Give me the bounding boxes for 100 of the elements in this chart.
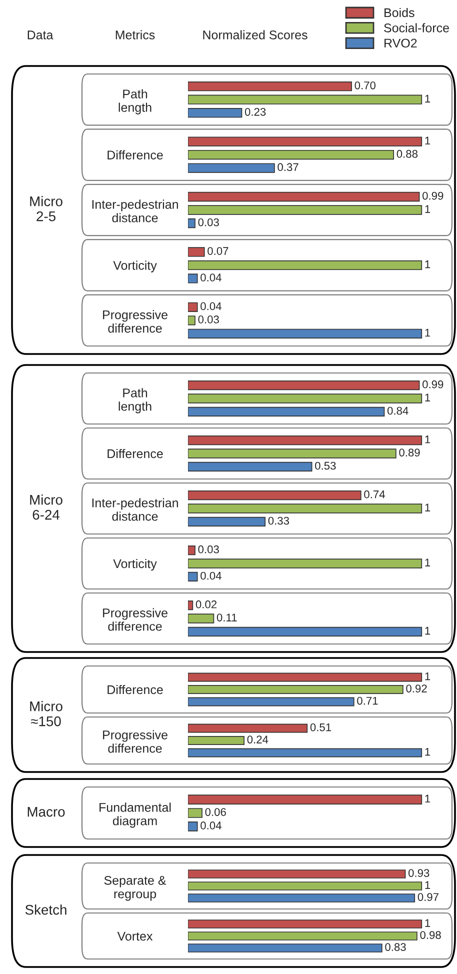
data-label: 1	[425, 94, 430, 102]
bar	[188, 672, 422, 682]
data-label: 0.33	[268, 516, 290, 525]
bar	[188, 697, 354, 706]
y-tick-label: Vorticity	[113, 558, 157, 571]
data-label: 1	[425, 626, 430, 635]
bar	[188, 614, 214, 624]
bar	[188, 274, 198, 284]
data-label: 0.07	[208, 247, 228, 255]
data-label: 0.04	[200, 274, 222, 282]
y-tick-label: Progressive difference	[103, 608, 168, 631]
text: Metrics	[116, 30, 155, 40]
bar	[188, 82, 352, 92]
bar	[188, 558, 422, 568]
data-label: 0.37	[278, 163, 298, 172]
text: Normalized Scores	[203, 30, 308, 40]
bar	[188, 920, 422, 928]
data-label: 1	[425, 672, 430, 680]
y-tick-label: Vorticity	[113, 260, 157, 272]
bar	[188, 94, 422, 104]
data-label: 0.99	[422, 192, 444, 200]
bar	[188, 882, 422, 890]
data-label: 1	[425, 436, 430, 444]
bar	[188, 685, 404, 694]
data-label: 0.24	[247, 736, 268, 744]
data-label: 1	[425, 748, 430, 756]
data-label: 0.83	[385, 943, 406, 951]
data-label: 1	[425, 394, 430, 402]
bar	[188, 108, 242, 118]
bar	[188, 545, 196, 556]
bar	[188, 572, 198, 582]
bar	[188, 516, 266, 527]
y-tick-label: Difference	[108, 150, 163, 160]
data-label: 0.99	[422, 380, 444, 388]
y-tick-label: Inter-pedestrian distance	[92, 498, 178, 521]
bar	[188, 504, 422, 514]
data-label: 0.89	[399, 448, 420, 456]
data-label: 0.06	[205, 808, 226, 816]
y-tick-label: Fundamental diagram	[100, 802, 171, 828]
bar	[188, 944, 382, 952]
bar	[188, 260, 422, 270]
data-label: 1	[425, 881, 430, 889]
y-tick-label: Difference	[108, 684, 163, 694]
bar	[188, 247, 205, 257]
data-label: 0.53	[315, 462, 336, 470]
data-label: 0.51	[310, 723, 332, 732]
data-label: 0.23	[244, 108, 266, 116]
text: Sketch	[25, 904, 66, 915]
legend-label: RVO2	[384, 38, 417, 48]
bar	[188, 380, 420, 390]
data-label: 0.88	[396, 150, 418, 158]
data-label: 0.71	[357, 696, 378, 705]
data-label: 1	[425, 260, 430, 268]
bar	[188, 406, 385, 417]
bar	[188, 448, 396, 458]
y-tick-label: Path length	[118, 388, 152, 414]
bar	[188, 600, 194, 610]
data-label: 1	[425, 205, 430, 213]
data-label: 0.98	[420, 931, 441, 939]
bar	[188, 205, 422, 215]
y-tick-label: Path length	[118, 89, 152, 114]
data-label: 1	[425, 558, 430, 566]
data-label: 0.03	[198, 316, 219, 324]
data-label: 0.84	[387, 406, 408, 415]
data-label: 0.04	[200, 822, 222, 830]
bar	[188, 394, 422, 404]
bar	[188, 192, 420, 202]
y-tick-label: Progressive difference	[103, 310, 168, 333]
data-label: 1	[425, 919, 430, 927]
bar	[188, 316, 196, 326]
data-label: 1	[425, 328, 430, 337]
data-label: 0.04	[200, 572, 222, 580]
bar	[188, 435, 422, 446]
data-label: 1	[425, 794, 430, 802]
bar	[188, 218, 196, 228]
data-label: 0.04	[200, 302, 222, 310]
bar	[188, 150, 394, 160]
bar	[188, 870, 406, 878]
data-label: 0.92	[406, 684, 427, 692]
y-tick-label: Vortex	[117, 932, 153, 941]
text: Micro 6-24	[30, 494, 62, 520]
bar	[188, 932, 418, 940]
y-tick-label: Progressive difference	[103, 730, 168, 753]
data-label: 0.97	[418, 893, 438, 901]
bar	[188, 490, 362, 500]
text: Micro 2-5	[30, 196, 62, 222]
data-label: 1	[425, 136, 430, 144]
data-label: 1	[425, 504, 430, 512]
data-label: 0.03	[198, 545, 219, 554]
bar	[188, 328, 422, 338]
data-label: 0.03	[198, 218, 219, 226]
text: Data	[28, 30, 54, 40]
bar	[188, 626, 422, 637]
data-label: 0.70	[354, 81, 376, 90]
y-tick-label: Difference	[108, 448, 163, 458]
legend-label: Boids	[384, 8, 414, 18]
bar	[188, 136, 422, 146]
data-label: 0.02	[196, 600, 217, 608]
text: Macro	[28, 807, 65, 817]
data-label: 0.11	[216, 614, 237, 622]
